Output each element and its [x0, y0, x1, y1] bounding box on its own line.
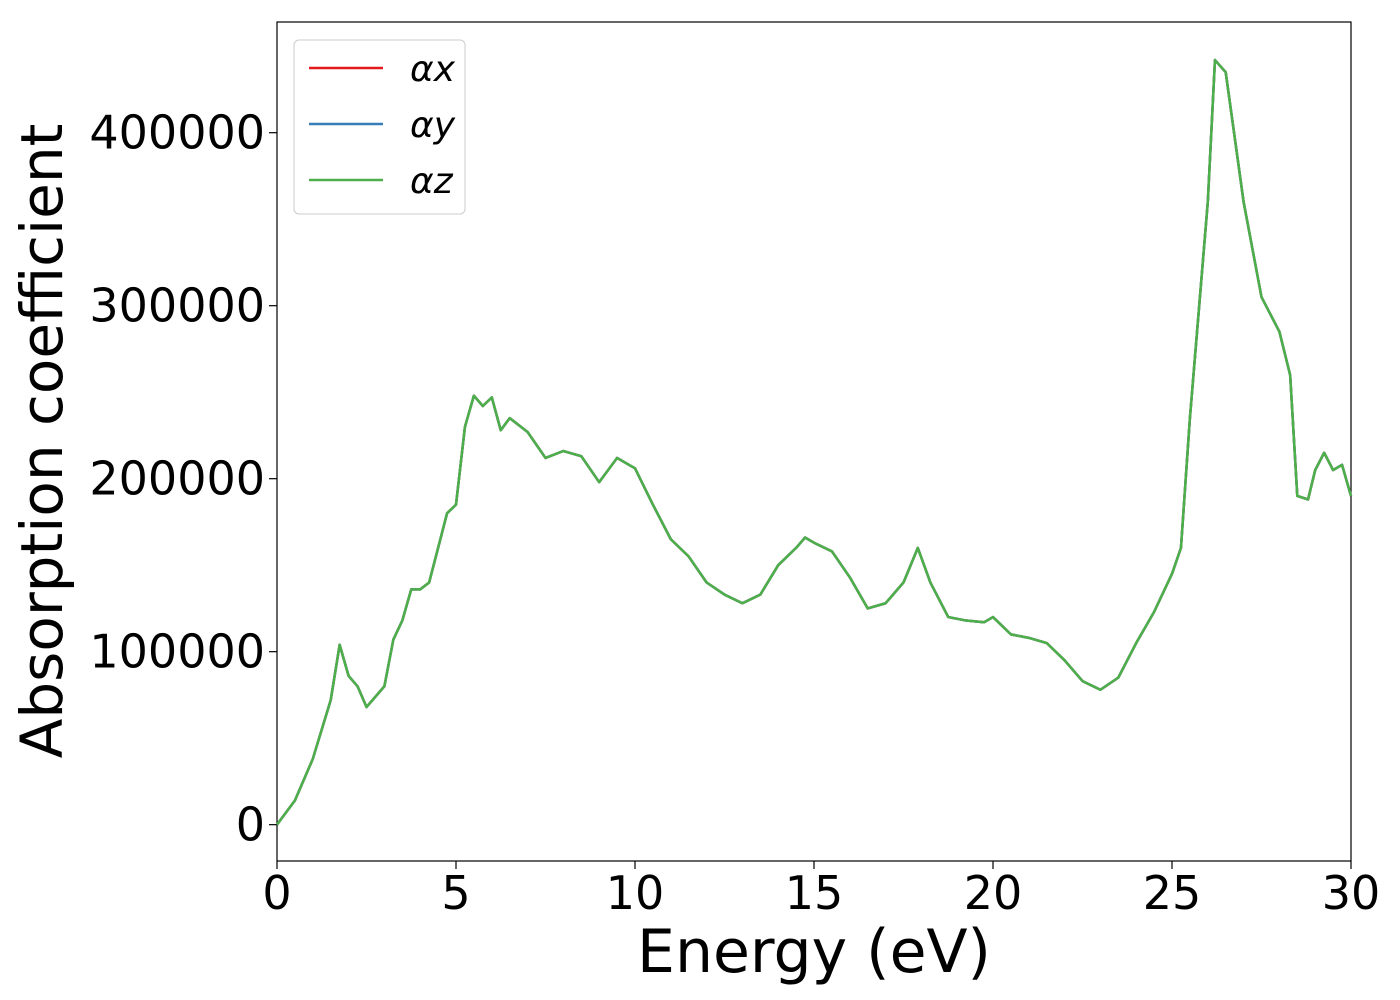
legend-label: αx — [410, 49, 456, 90]
x-tick-label: 0 — [262, 866, 291, 920]
x-axis-label: Energy (eV) — [637, 917, 991, 987]
y-tick-label: 0 — [236, 798, 265, 852]
y-tick-label: 100000 — [89, 625, 265, 679]
x-tick-label: 5 — [441, 866, 470, 920]
y-tick-label: 200000 — [89, 452, 265, 506]
legend: αx αy αz — [293, 39, 466, 215]
x-tick-label: 15 — [785, 866, 844, 920]
legend-label: αy — [410, 105, 456, 146]
legend-label: αz — [410, 161, 454, 202]
x-tick-label: 30 — [1322, 866, 1381, 920]
x-tick-label: 20 — [964, 866, 1023, 920]
x-tick-label: 25 — [1143, 866, 1202, 920]
y-tick-label: 400000 — [89, 106, 265, 160]
y-axis-label: Absorption coefficient — [8, 124, 76, 759]
legend-box — [293, 39, 466, 215]
x-tick-label: 10 — [606, 866, 665, 920]
series-line — [275, 58, 1353, 826]
y-tick-label: 300000 — [89, 279, 265, 333]
